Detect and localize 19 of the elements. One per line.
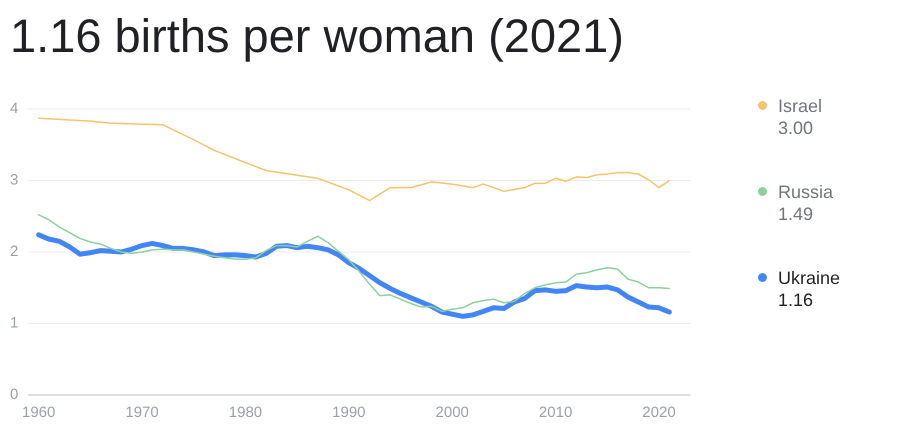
chart-title: 1.16 births per woman (2021)	[10, 8, 624, 63]
y-tick-label: 3	[10, 172, 18, 189]
x-tick-label: 2000	[436, 404, 469, 422]
legend-label: Israel	[778, 95, 824, 117]
y-tick-label: 2	[10, 243, 18, 260]
x-tick-label: 1990	[332, 404, 366, 422]
text: 1.49	[778, 203, 814, 225]
y-tick-label: 1	[10, 314, 18, 332]
legend-label: Ukraine	[778, 267, 842, 289]
x-tick-label: 1980	[228, 404, 262, 422]
text: 1.16	[778, 289, 814, 311]
legend-label: Russia	[778, 181, 834, 203]
text: 3.00	[778, 117, 814, 139]
x-tick-label: 1960	[22, 404, 56, 422]
y-tick-label: 0	[10, 386, 18, 404]
x-tick-label: 2010	[538, 404, 572, 422]
x-tick-label: 2020	[642, 404, 676, 422]
x-tick-label: 1970	[125, 404, 159, 422]
y-tick-label: 4	[10, 100, 18, 118]
